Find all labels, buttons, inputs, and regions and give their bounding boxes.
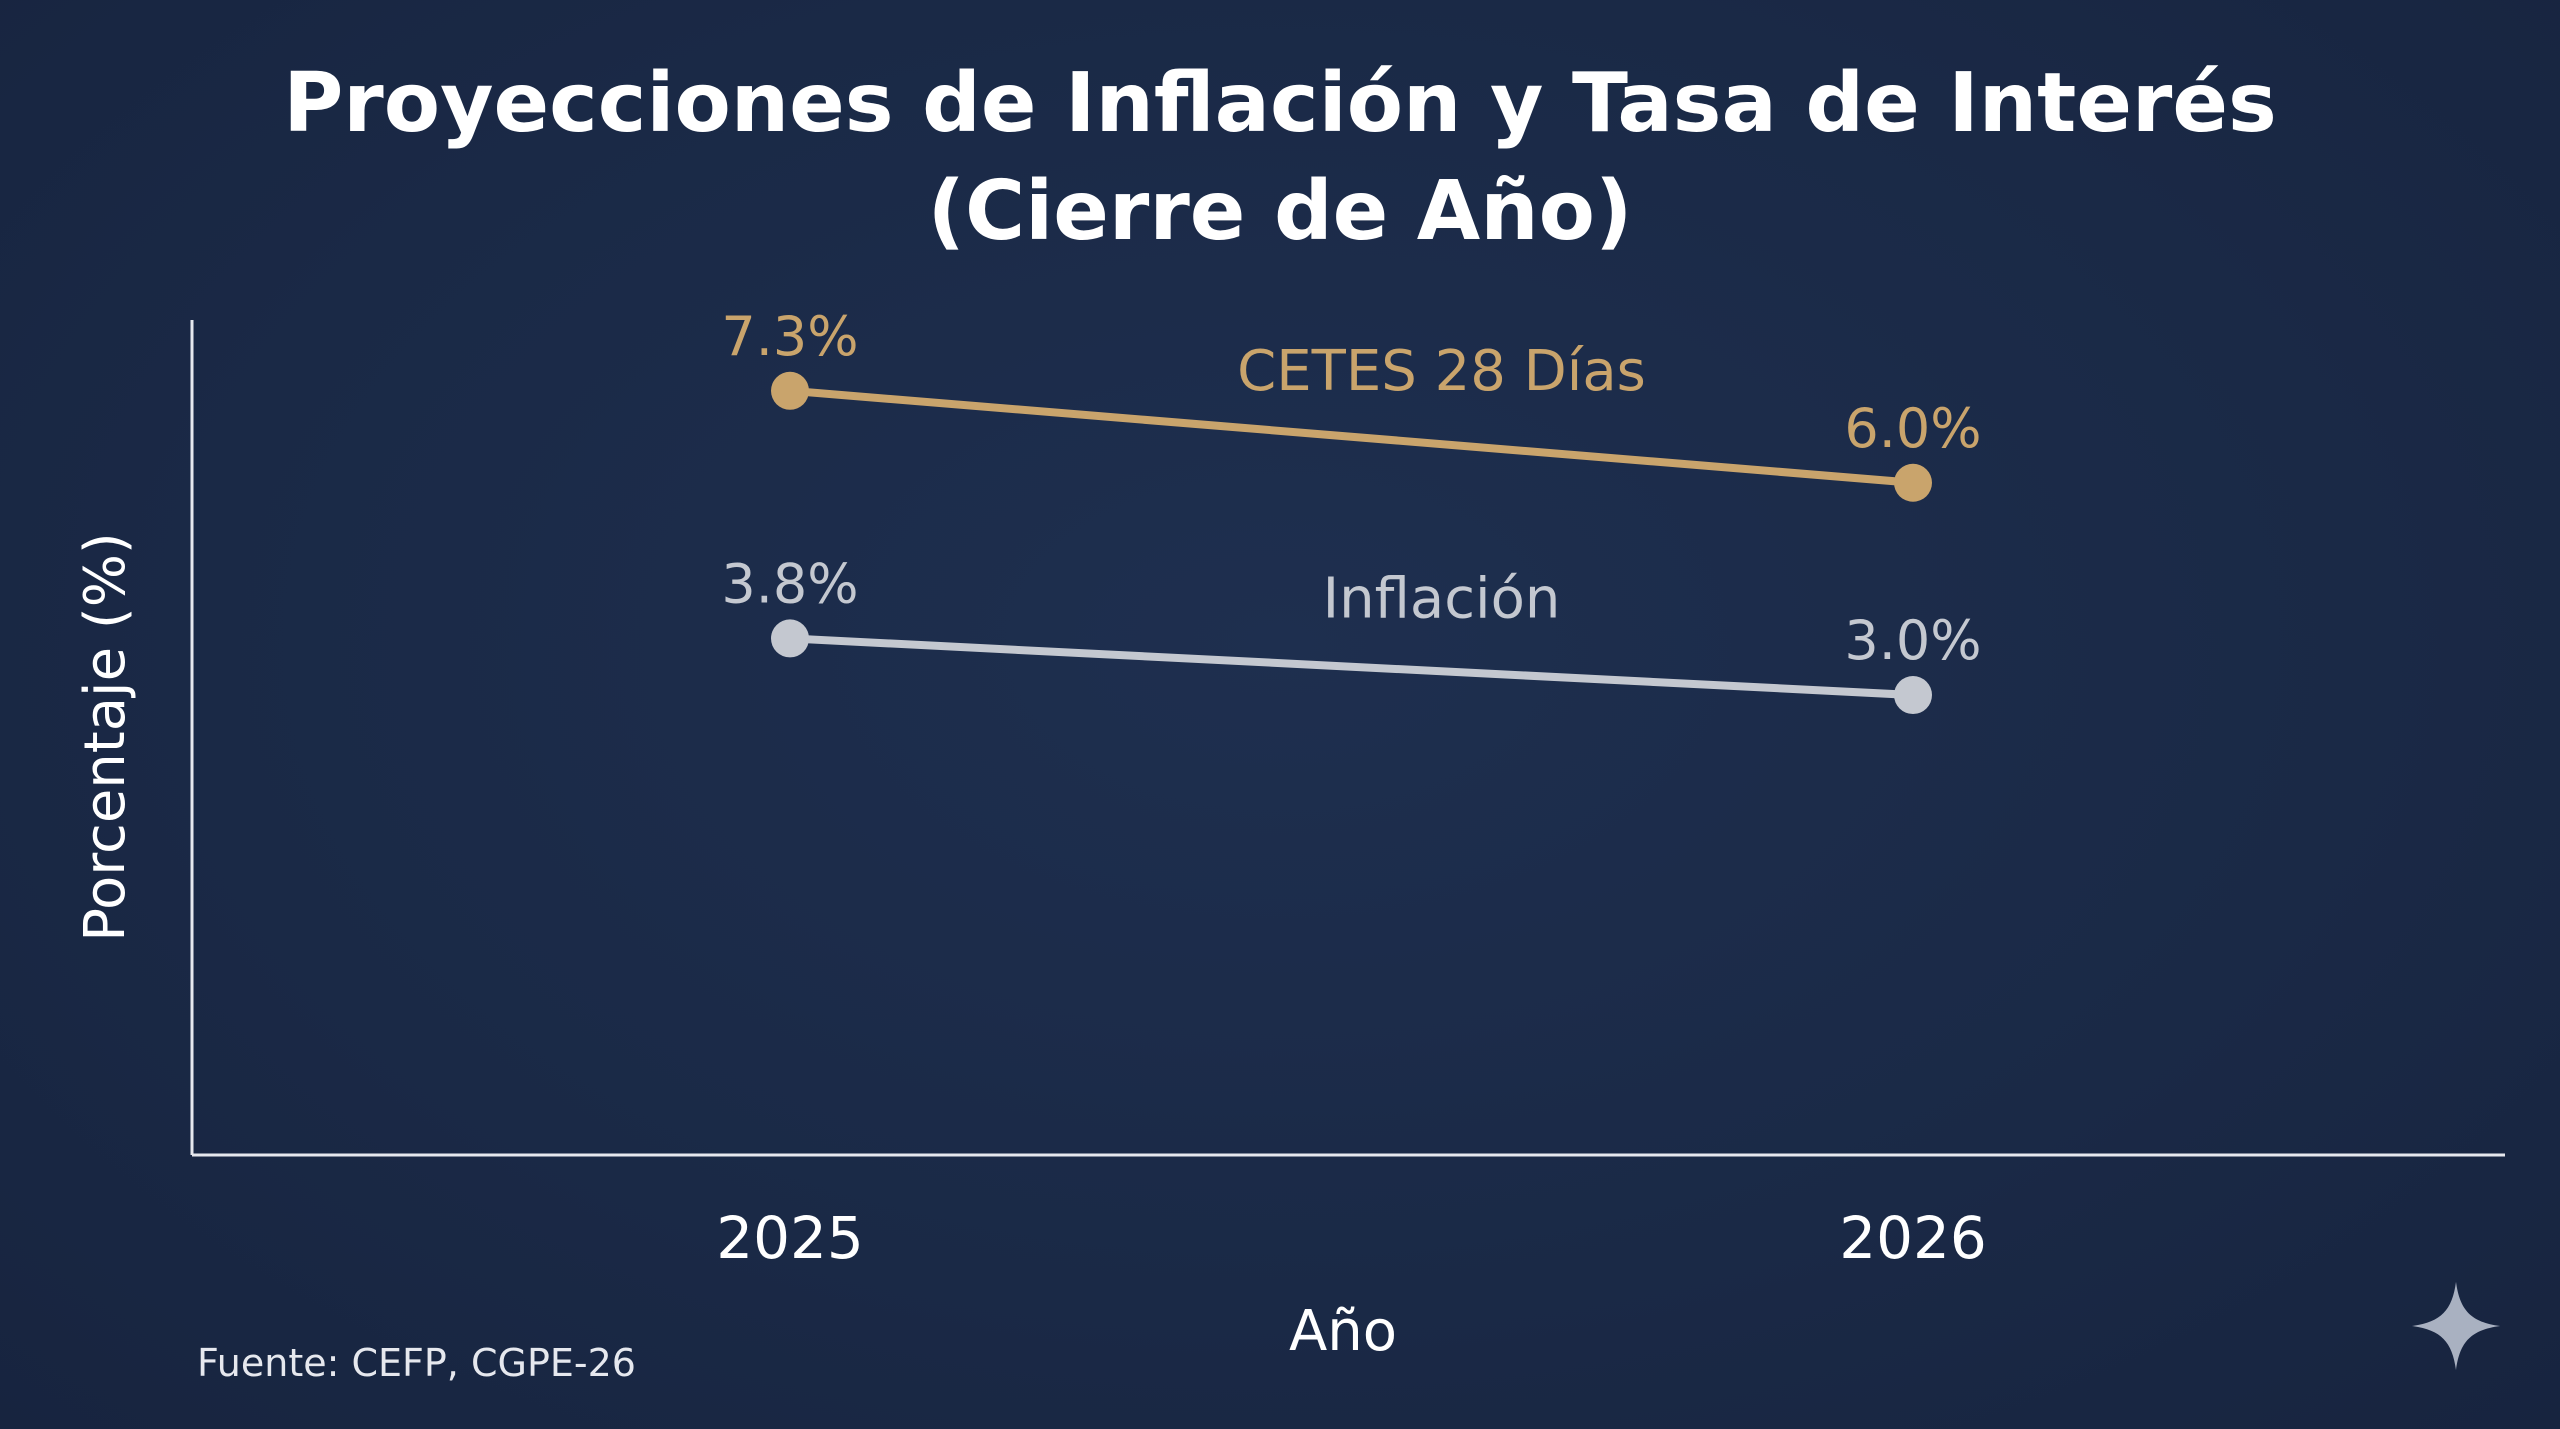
x-tick-label: 2025 <box>716 1204 864 1272</box>
data-point <box>771 371 809 410</box>
series-layer <box>771 371 1932 715</box>
x-axis-title: Año <box>1289 1299 1397 1364</box>
data-label: 3.0% <box>1844 609 1981 672</box>
data-label: 7.3% <box>721 305 858 368</box>
axes <box>190 320 2505 1157</box>
labels-layer: 2025 2026 Año Porcentaje (%) 7.3% 6.0% CETES 2… <box>73 305 1987 1364</box>
x-tick-label: 2026 <box>1839 1204 1987 1272</box>
chart-title: Proyecciones de Inflación y Tasa de Inte… <box>283 56 2277 259</box>
data-point <box>771 619 809 658</box>
series-line <box>786 386 1917 487</box>
data-point <box>1894 676 1932 715</box>
sparkle-star-icon <box>2411 1281 2501 1371</box>
source-note: Fuente: CEFP, CGPE-26 <box>197 1341 636 1385</box>
data-point <box>1894 463 1932 502</box>
series-name-label: Inflación <box>1323 566 1561 631</box>
y-axis-title: Porcentaje (%) <box>73 532 138 942</box>
series-line <box>786 634 1917 700</box>
data-label: 3.8% <box>721 552 858 615</box>
data-label: 6.0% <box>1844 397 1981 460</box>
series-name-label: CETES 28 Días <box>1237 339 1646 404</box>
